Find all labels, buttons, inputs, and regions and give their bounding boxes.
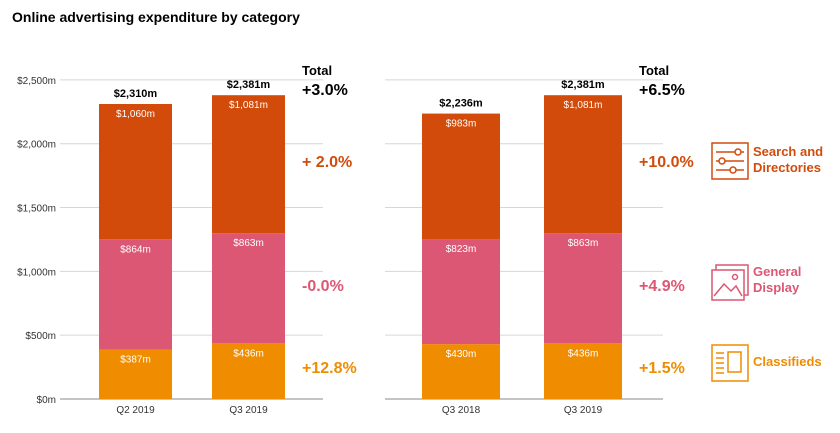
bar-value-label: $823m	[446, 244, 477, 255]
bar-value-label: $863m	[568, 238, 599, 249]
total-heading: Total	[302, 63, 332, 78]
bar-segment-search	[544, 95, 622, 234]
bar-segment-display	[422, 239, 500, 345]
bar-value-label: $387m	[120, 355, 151, 366]
bar-value-label: $436m	[568, 348, 599, 359]
y-tick-label: $1,000m	[17, 267, 56, 278]
change-classifieds: +1.5%	[639, 360, 685, 377]
bar-segment-classifieds	[422, 344, 500, 399]
bar-value-label: $436m	[233, 348, 264, 359]
bar-segment-search	[422, 113, 500, 240]
y-tick-label: $2,000m	[17, 140, 56, 151]
x-tick-label: Q3 2019	[229, 405, 268, 416]
bar-segment-classifieds	[212, 343, 285, 399]
bar-total-label: $2,381m	[227, 79, 271, 91]
x-tick-label: Q2 2019	[116, 405, 155, 416]
bar-segment-classifieds	[99, 349, 172, 399]
total-change: +3.0%	[302, 82, 348, 99]
total-change: +6.5%	[639, 82, 685, 99]
bar-segment-search	[99, 104, 172, 240]
y-tick-label: $2,500m	[17, 76, 56, 87]
picture-icon	[711, 264, 749, 301]
bar-value-label: $863m	[233, 238, 264, 249]
bar-value-label: $983m	[446, 119, 477, 130]
bar-segment-search	[212, 95, 285, 234]
legend-label-display: General Display	[753, 264, 802, 295]
chart-title: Online advertising expenditure by catego…	[12, 9, 300, 25]
x-tick-label: Q3 2019	[564, 405, 603, 416]
bar-value-label: $1,081m	[564, 100, 603, 111]
x-tick-label: Q3 2018	[442, 405, 481, 416]
total-heading: Total	[639, 63, 669, 78]
bar-total-label: $2,381m	[561, 79, 605, 91]
bar-segment-display	[99, 239, 172, 350]
newspaper-icon	[711, 344, 749, 382]
bar-total-label: $2,310m	[114, 88, 158, 100]
change-search: +10.0%	[639, 154, 694, 171]
bar-total-label: $2,236m	[439, 98, 483, 110]
change-search: + 2.0%	[302, 154, 352, 171]
bar-value-label: $1,081m	[229, 100, 268, 111]
legend-label-search: Search and Directories	[753, 144, 824, 175]
bar-segment-display	[212, 233, 285, 344]
y-tick-label: $0m	[37, 395, 56, 406]
sliders-icon	[711, 142, 749, 180]
bar-segment-classifieds	[544, 343, 622, 399]
change-display: -0.0%	[302, 278, 344, 295]
bar-value-label: $430m	[446, 349, 477, 360]
change-classifieds: +12.8%	[302, 360, 357, 377]
bar-value-label: $1,060m	[116, 109, 155, 120]
bar-segment-display	[544, 233, 622, 344]
y-tick-label: $1,500m	[17, 204, 56, 215]
bar-value-label: $864m	[120, 244, 151, 255]
change-display: +4.9%	[639, 278, 685, 295]
legend-label-classifieds: Classifieds	[753, 354, 822, 369]
y-tick-label: $500m	[25, 331, 56, 342]
